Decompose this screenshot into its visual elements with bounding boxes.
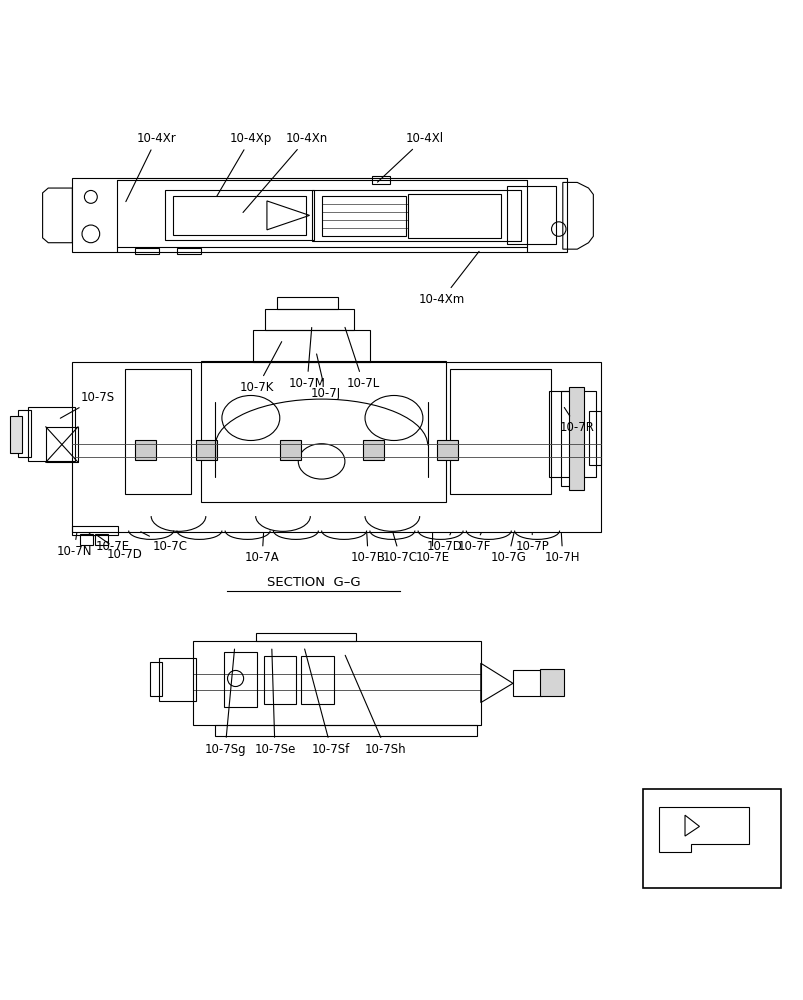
Text: 10-4Xm: 10-4Xm — [418, 251, 479, 306]
Bar — [372, 176, 389, 184]
Bar — [560, 391, 581, 486]
Bar — [28, 407, 75, 461]
Text: 10-7N: 10-7N — [56, 533, 92, 558]
Bar — [165, 190, 313, 240]
Text: 10-7E: 10-7E — [415, 533, 449, 564]
Text: 10-7H: 10-7H — [544, 533, 580, 564]
Text: 10-4Xl: 10-4Xl — [377, 132, 443, 182]
Text: SECTION  G–G: SECTION G–G — [267, 576, 360, 589]
Text: 10-7L: 10-7L — [344, 327, 380, 390]
Text: 10-7J: 10-7J — [310, 354, 340, 399]
Text: 10-7K: 10-7K — [240, 342, 281, 394]
Bar — [548, 391, 595, 477]
Bar — [135, 440, 156, 460]
Bar — [159, 658, 196, 701]
Text: 10-7S: 10-7S — [60, 391, 115, 418]
Bar — [512, 670, 541, 696]
Bar — [135, 248, 159, 254]
Bar — [312, 190, 520, 241]
Text: 10-7Sh: 10-7Sh — [344, 655, 406, 756]
Bar — [263, 656, 296, 704]
Bar — [80, 534, 93, 545]
Text: 10-7P: 10-7P — [515, 533, 548, 553]
Text: 10-7M: 10-7M — [288, 327, 325, 390]
Bar — [201, 361, 446, 502]
Text: 10-7C: 10-7C — [141, 532, 188, 553]
Text: 10-4Xr: 10-4Xr — [126, 132, 177, 202]
Text: 10-4Xn: 10-4Xn — [243, 132, 328, 212]
Text: 10-7G: 10-7G — [490, 533, 525, 564]
Bar — [253, 330, 369, 362]
Text: 10-7E: 10-7E — [89, 534, 129, 553]
Bar — [569, 387, 583, 490]
Bar — [642, 789, 781, 888]
Bar — [72, 526, 118, 535]
Bar — [173, 196, 305, 235]
Bar — [46, 427, 78, 462]
Text: 10-7A: 10-7A — [244, 533, 279, 564]
Text: 10-7Se: 10-7Se — [254, 649, 296, 756]
Bar — [72, 178, 566, 252]
Bar — [10, 416, 22, 453]
Bar — [72, 362, 601, 532]
Bar — [18, 410, 31, 457]
Bar — [540, 669, 564, 696]
Bar — [279, 440, 300, 460]
Bar — [255, 633, 356, 641]
Text: 10-7D: 10-7D — [426, 533, 462, 553]
Bar — [223, 652, 257, 707]
Text: 10-7C: 10-7C — [382, 533, 418, 564]
Bar — [589, 411, 600, 465]
Text: 10-7R: 10-7R — [559, 407, 594, 434]
Text: 10-7Sf: 10-7Sf — [304, 649, 350, 756]
Text: 10-7F: 10-7F — [457, 533, 491, 553]
Bar — [124, 369, 190, 494]
Text: 10-7D: 10-7D — [97, 535, 142, 561]
Bar — [437, 440, 458, 460]
Bar — [265, 309, 353, 330]
Bar — [506, 186, 556, 244]
Text: 10-7Sg: 10-7Sg — [204, 649, 246, 756]
Bar — [321, 196, 406, 236]
Bar — [149, 662, 162, 696]
Bar — [408, 194, 500, 238]
Bar — [193, 641, 480, 725]
Bar — [450, 369, 550, 494]
Text: 10-7B: 10-7B — [350, 533, 385, 564]
Bar — [301, 656, 333, 704]
Text: 10-4Xp: 10-4Xp — [217, 132, 271, 196]
Bar — [277, 297, 337, 309]
Bar — [196, 440, 217, 460]
Bar — [177, 248, 201, 254]
Bar — [95, 534, 108, 545]
Bar — [215, 725, 476, 736]
Bar — [363, 440, 384, 460]
